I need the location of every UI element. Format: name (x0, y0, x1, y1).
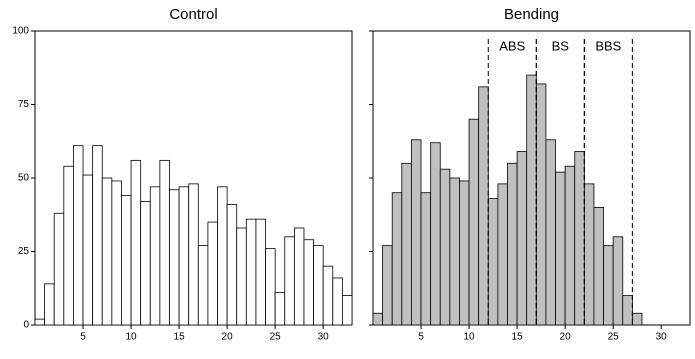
bar (130, 159, 142, 326)
bar (574, 151, 585, 326)
y-tick-label: 100 (12, 26, 29, 37)
region-label: BBS (595, 38, 621, 53)
bar (382, 245, 393, 326)
bar (217, 186, 228, 326)
bar (612, 236, 624, 326)
bar (265, 248, 276, 326)
bar (236, 227, 247, 326)
x-tick-label: 15 (174, 332, 186, 343)
bar (631, 312, 643, 326)
x-tick-label: 15 (512, 332, 524, 343)
bar (284, 236, 295, 326)
bar (313, 245, 324, 326)
bar (411, 139, 422, 326)
region-label: ABS (499, 38, 525, 53)
bar (121, 195, 132, 326)
bar (303, 239, 314, 326)
x-tick-label: 5 (418, 332, 424, 343)
x-tick-label: 25 (608, 332, 620, 343)
bar (420, 192, 432, 326)
x-tick-label: 25 (270, 332, 282, 343)
bar (449, 177, 460, 326)
y-tick-label: 75 (18, 99, 30, 110)
bar (593, 206, 604, 326)
bar (92, 145, 103, 326)
bar (439, 168, 451, 326)
bar (401, 162, 412, 326)
bar (583, 183, 595, 326)
x-tick-label: 10 (463, 332, 475, 343)
bar (507, 162, 518, 326)
x-tick-label: 20 (560, 332, 572, 343)
bar (159, 159, 170, 326)
bar (535, 83, 547, 326)
bar (44, 283, 55, 326)
bar (226, 204, 238, 326)
bar (603, 245, 614, 326)
bar (459, 180, 470, 326)
bar (111, 180, 122, 326)
bar (178, 186, 190, 326)
x-tick-label: 30 (318, 332, 330, 343)
bar (82, 174, 94, 326)
bar (555, 171, 566, 326)
bar (34, 318, 46, 326)
y-tick-label: 25 (18, 246, 30, 257)
bar (430, 142, 441, 326)
x-tick-label: 20 (222, 332, 234, 343)
bar (545, 139, 556, 326)
bar (188, 183, 199, 326)
bar (149, 186, 161, 326)
chart-title: Control (169, 6, 217, 23)
bar (197, 245, 209, 326)
x-tick-label: 10 (125, 332, 137, 343)
bar (622, 295, 633, 326)
bar (293, 227, 305, 326)
bar (516, 151, 528, 326)
bar (497, 183, 508, 326)
region-label: BS (552, 38, 570, 53)
bar (391, 192, 403, 326)
bar (101, 177, 113, 326)
bar (468, 118, 480, 326)
y-tick-label: 50 (18, 173, 30, 184)
bar (526, 74, 537, 326)
bar (478, 86, 489, 326)
bar (245, 218, 257, 326)
bar (169, 189, 180, 326)
bar (255, 218, 266, 326)
x-tick-label: 30 (656, 332, 668, 343)
bar (487, 198, 499, 326)
bar (322, 265, 334, 326)
bar (73, 145, 84, 326)
y-tick-label: 0 (23, 320, 29, 331)
bar (53, 212, 65, 326)
bar (274, 292, 286, 326)
bar (372, 312, 384, 326)
bar (332, 277, 343, 326)
bar (564, 165, 576, 326)
bar (207, 221, 218, 326)
bar (140, 201, 151, 326)
bar (63, 165, 74, 326)
x-tick-label: 5 (80, 332, 86, 343)
chart-title: Bending (504, 6, 559, 23)
bar (341, 295, 353, 326)
